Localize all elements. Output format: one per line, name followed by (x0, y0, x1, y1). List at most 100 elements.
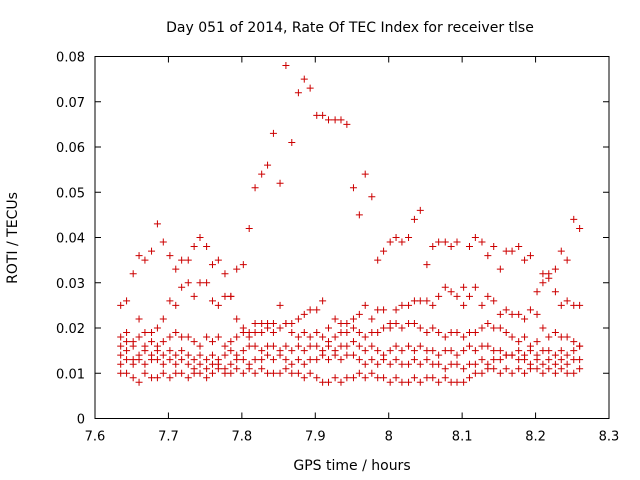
data-point (435, 360, 443, 368)
data-point (190, 356, 198, 364)
data-point (203, 279, 211, 287)
data-point (484, 365, 492, 373)
data-point (282, 319, 290, 327)
data-point (178, 356, 186, 364)
data-point (239, 261, 247, 269)
data-point (269, 369, 277, 377)
data-point (576, 224, 584, 232)
data-point (258, 170, 266, 178)
data-point (521, 369, 529, 377)
data-point (570, 347, 578, 355)
data-point (159, 360, 167, 368)
data-point (221, 369, 229, 377)
data-point (526, 306, 534, 314)
data-point (159, 315, 167, 323)
data-point (343, 342, 351, 350)
data-point (441, 283, 449, 291)
data-point (563, 351, 571, 359)
data-point (545, 333, 553, 341)
data-point (361, 360, 369, 368)
data-point (380, 374, 388, 382)
data-point (343, 374, 351, 382)
data-point (460, 347, 468, 355)
data-point (447, 378, 455, 386)
data-point (429, 374, 437, 382)
data-point (288, 138, 296, 146)
data-point (447, 329, 455, 337)
data-point (435, 292, 443, 300)
data-point (368, 342, 376, 350)
data-point (539, 347, 547, 355)
data-point (410, 356, 418, 364)
data-point (276, 301, 284, 309)
data-point (374, 329, 382, 337)
data-point (368, 329, 376, 337)
data-point (196, 234, 204, 241)
data-point (484, 342, 492, 350)
data-point (190, 338, 198, 346)
data-point (123, 329, 131, 337)
data-point (190, 292, 198, 300)
data-point (368, 369, 376, 377)
data-point (551, 288, 559, 296)
data-point (392, 356, 400, 364)
data-point (123, 338, 131, 346)
data-point (410, 319, 418, 327)
data-point (208, 369, 216, 377)
data-point (551, 329, 559, 337)
data-point (515, 356, 523, 364)
data-point (331, 116, 339, 124)
data-point (410, 215, 418, 223)
data-point (233, 356, 241, 364)
data-point (423, 374, 431, 382)
data-point (460, 378, 468, 386)
data-point (471, 329, 479, 337)
data-point (349, 315, 357, 323)
data-point (355, 329, 363, 337)
data-point (490, 347, 498, 355)
data-point (447, 347, 455, 355)
y-tick-label: 0.02 (56, 322, 85, 337)
data-point (313, 342, 321, 350)
data-point (576, 356, 584, 364)
data-point (380, 356, 388, 364)
data-point (551, 369, 559, 377)
data-point (508, 351, 516, 359)
data-point (214, 333, 222, 341)
data-point (319, 333, 327, 341)
data-point (502, 247, 510, 255)
data-point (465, 360, 473, 368)
data-point (441, 365, 449, 373)
data-point (233, 365, 241, 373)
data-point (405, 378, 413, 386)
data-point (423, 356, 431, 364)
data-point (410, 374, 418, 382)
data-point (343, 329, 351, 337)
data-point (306, 369, 314, 377)
data-point (117, 333, 125, 341)
data-point (239, 356, 247, 364)
data-point (416, 324, 424, 332)
data-point (135, 356, 143, 364)
data-point (203, 356, 211, 364)
data-point (325, 342, 333, 350)
x-tick-label: 7.9 (305, 430, 326, 445)
data-point (141, 256, 149, 264)
data-point (166, 356, 174, 364)
data-point (135, 378, 143, 386)
data-point (264, 319, 272, 327)
data-point (405, 342, 413, 350)
data-point (251, 329, 259, 337)
data-point (416, 360, 424, 368)
data-point (196, 342, 204, 350)
data-point (465, 329, 473, 337)
data-point (313, 329, 321, 337)
data-point (471, 234, 479, 241)
data-point (166, 297, 174, 305)
data-point (539, 324, 547, 332)
data-point (478, 301, 486, 309)
data-point (184, 256, 192, 264)
data-point (300, 347, 308, 355)
data-point (184, 333, 192, 341)
data-point (159, 338, 167, 346)
